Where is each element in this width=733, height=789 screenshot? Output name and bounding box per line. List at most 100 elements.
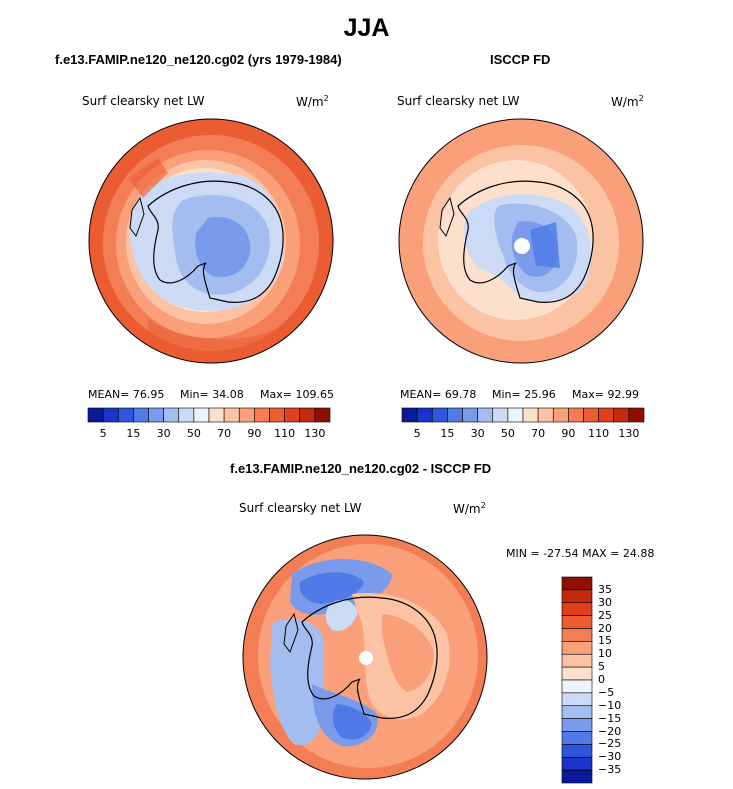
colorbar-swatch <box>269 407 285 423</box>
colorbar-tick-label: −10 <box>598 698 622 712</box>
diff-colorbar <box>561 576 593 784</box>
colorbar-swatch <box>561 744 593 758</box>
colorbar-tick-label: −35 <box>598 763 622 777</box>
colorbar-tick-label: 5 <box>99 427 107 440</box>
colorbar-tick-label: 30 <box>470 427 485 440</box>
colorbar-tick-label: 25 <box>598 608 612 622</box>
figure-title: JJA <box>343 14 390 42</box>
colorbar-swatch <box>117 407 134 423</box>
colorbar-swatch <box>148 407 164 423</box>
colorbar-swatch <box>314 407 331 423</box>
colorbar-tick-label: 90 <box>247 427 262 440</box>
colorbar-swatch <box>284 407 301 423</box>
model-min: Min= 34.08 <box>180 388 244 401</box>
colorbar-swatch <box>87 407 104 423</box>
colorbar-swatch <box>193 407 210 423</box>
colorbar-swatch <box>537 407 554 423</box>
colorbar-tick-label: 30 <box>156 427 171 440</box>
colorbar-swatch <box>507 407 524 423</box>
colorbar-swatch <box>561 769 593 784</box>
colorbar-swatch <box>561 666 593 681</box>
colorbar-tick-label: −30 <box>598 750 622 764</box>
colorbar-swatch <box>223 407 240 423</box>
colorbar-tick-label: 15 <box>598 634 612 648</box>
colorbar-swatch <box>133 407 149 423</box>
colorbar-swatch <box>628 407 645 423</box>
colorbar-tick-label: 50 <box>186 427 201 440</box>
diff-variable-label: Surf clearsky net LW <box>239 501 362 515</box>
model-mean: MEAN= 76.95 <box>88 388 165 401</box>
colorbar-swatch <box>522 407 539 423</box>
colorbar-swatch <box>238 407 255 423</box>
colorbar-tick-label: 30 <box>598 595 612 609</box>
colorbar-swatch <box>561 628 593 642</box>
colorbar-swatch <box>561 602 593 616</box>
colorbar-swatch <box>477 407 494 423</box>
colorbar-tick-label: 130 <box>304 427 326 440</box>
obs-colorbar <box>401 407 645 423</box>
colorbar-swatch <box>416 407 433 423</box>
colorbar-swatch <box>299 407 316 423</box>
colorbar-swatch <box>561 731 593 745</box>
colorbar-tick-label: −15 <box>598 711 622 725</box>
colorbar-swatch <box>561 756 593 771</box>
colorbar-tick-label: 50 <box>500 427 515 440</box>
colorbar-swatch <box>561 718 593 732</box>
colorbar-tick-label: 20 <box>598 621 612 635</box>
model-max: Max= 109.65 <box>260 388 334 401</box>
colorbar-tick-label: −20 <box>598 724 622 738</box>
diff-minmax: MIN = -27.54 MAX = 24.88 <box>506 547 655 560</box>
colorbar-swatch <box>561 615 593 629</box>
colorbar-tick-label: 35 <box>598 582 612 596</box>
obs-units-label: W/m2 <box>611 94 644 109</box>
diff-units-label: W/m2 <box>453 501 486 516</box>
model-panel-title: f.e13.FAMIP.ne120_ne120.cg02 (yrs 1979-1… <box>55 52 342 67</box>
obs-map <box>398 118 644 364</box>
colorbar-tick-label: 70 <box>531 427 546 440</box>
colorbar-tick-label: 0 <box>598 673 605 686</box>
colorbar-swatch <box>561 679 593 694</box>
colorbar-swatch <box>561 576 593 591</box>
colorbar-swatch <box>447 407 463 423</box>
colorbar-swatch <box>552 407 569 423</box>
colorbar-swatch <box>583 407 599 423</box>
obs-min: Min= 25.96 <box>492 388 556 401</box>
colorbar-tick-label: 90 <box>561 427 576 440</box>
colorbar-tick-label: 110 <box>274 427 296 440</box>
model-map <box>88 118 334 364</box>
model-colorbar-labels: 5 15 30 50 70 90 110 130 <box>88 427 330 441</box>
obs-mean: MEAN= 69.78 <box>400 388 477 401</box>
colorbar-swatch <box>561 692 593 707</box>
obs-panel-title: ISCCP FD <box>490 52 551 67</box>
colorbar-swatch <box>598 407 615 423</box>
colorbar-swatch <box>254 407 270 423</box>
colorbar-swatch <box>462 407 478 423</box>
colorbar-swatch <box>568 407 584 423</box>
colorbar-tick-label: 70 <box>217 427 232 440</box>
colorbar-tick-label: 10 <box>598 647 612 661</box>
diff-panel-title: f.e13.FAMIP.ne120_ne120.cg02 - ISCCP FD <box>230 461 492 476</box>
colorbar-swatch <box>561 705 593 719</box>
colorbar-swatch <box>208 407 225 423</box>
model-variable-label: Surf clearsky net LW <box>82 94 205 108</box>
colorbar-swatch <box>102 407 119 423</box>
colorbar-swatch <box>492 407 509 423</box>
colorbar-tick-label: 5 <box>598 660 605 674</box>
colorbar-tick-label: −25 <box>598 737 622 751</box>
colorbar-tick-label: 5 <box>413 427 421 440</box>
colorbar-swatch <box>561 589 593 604</box>
diff-colorbar-labels: 35 30 25 20 15 10 5 0 −5 −10 −15 −20 −25 −30 −35 <box>598 577 638 783</box>
diff-map <box>242 534 488 780</box>
obs-max: Max= 92.99 <box>572 388 639 401</box>
colorbar-swatch <box>178 407 195 423</box>
colorbar-swatch <box>561 641 593 655</box>
colorbar-tick-label: −5 <box>598 685 615 699</box>
colorbar-tick-label: 15 <box>126 427 141 440</box>
colorbar-tick-label: 15 <box>440 427 455 440</box>
obs-variable-label: Surf clearsky net LW <box>397 94 520 108</box>
colorbar-swatch <box>431 407 448 423</box>
model-units-label: W/m2 <box>296 94 329 109</box>
colorbar-swatch <box>561 653 593 668</box>
colorbar-tick-label: 110 <box>588 427 610 440</box>
colorbar-swatch <box>163 407 180 423</box>
